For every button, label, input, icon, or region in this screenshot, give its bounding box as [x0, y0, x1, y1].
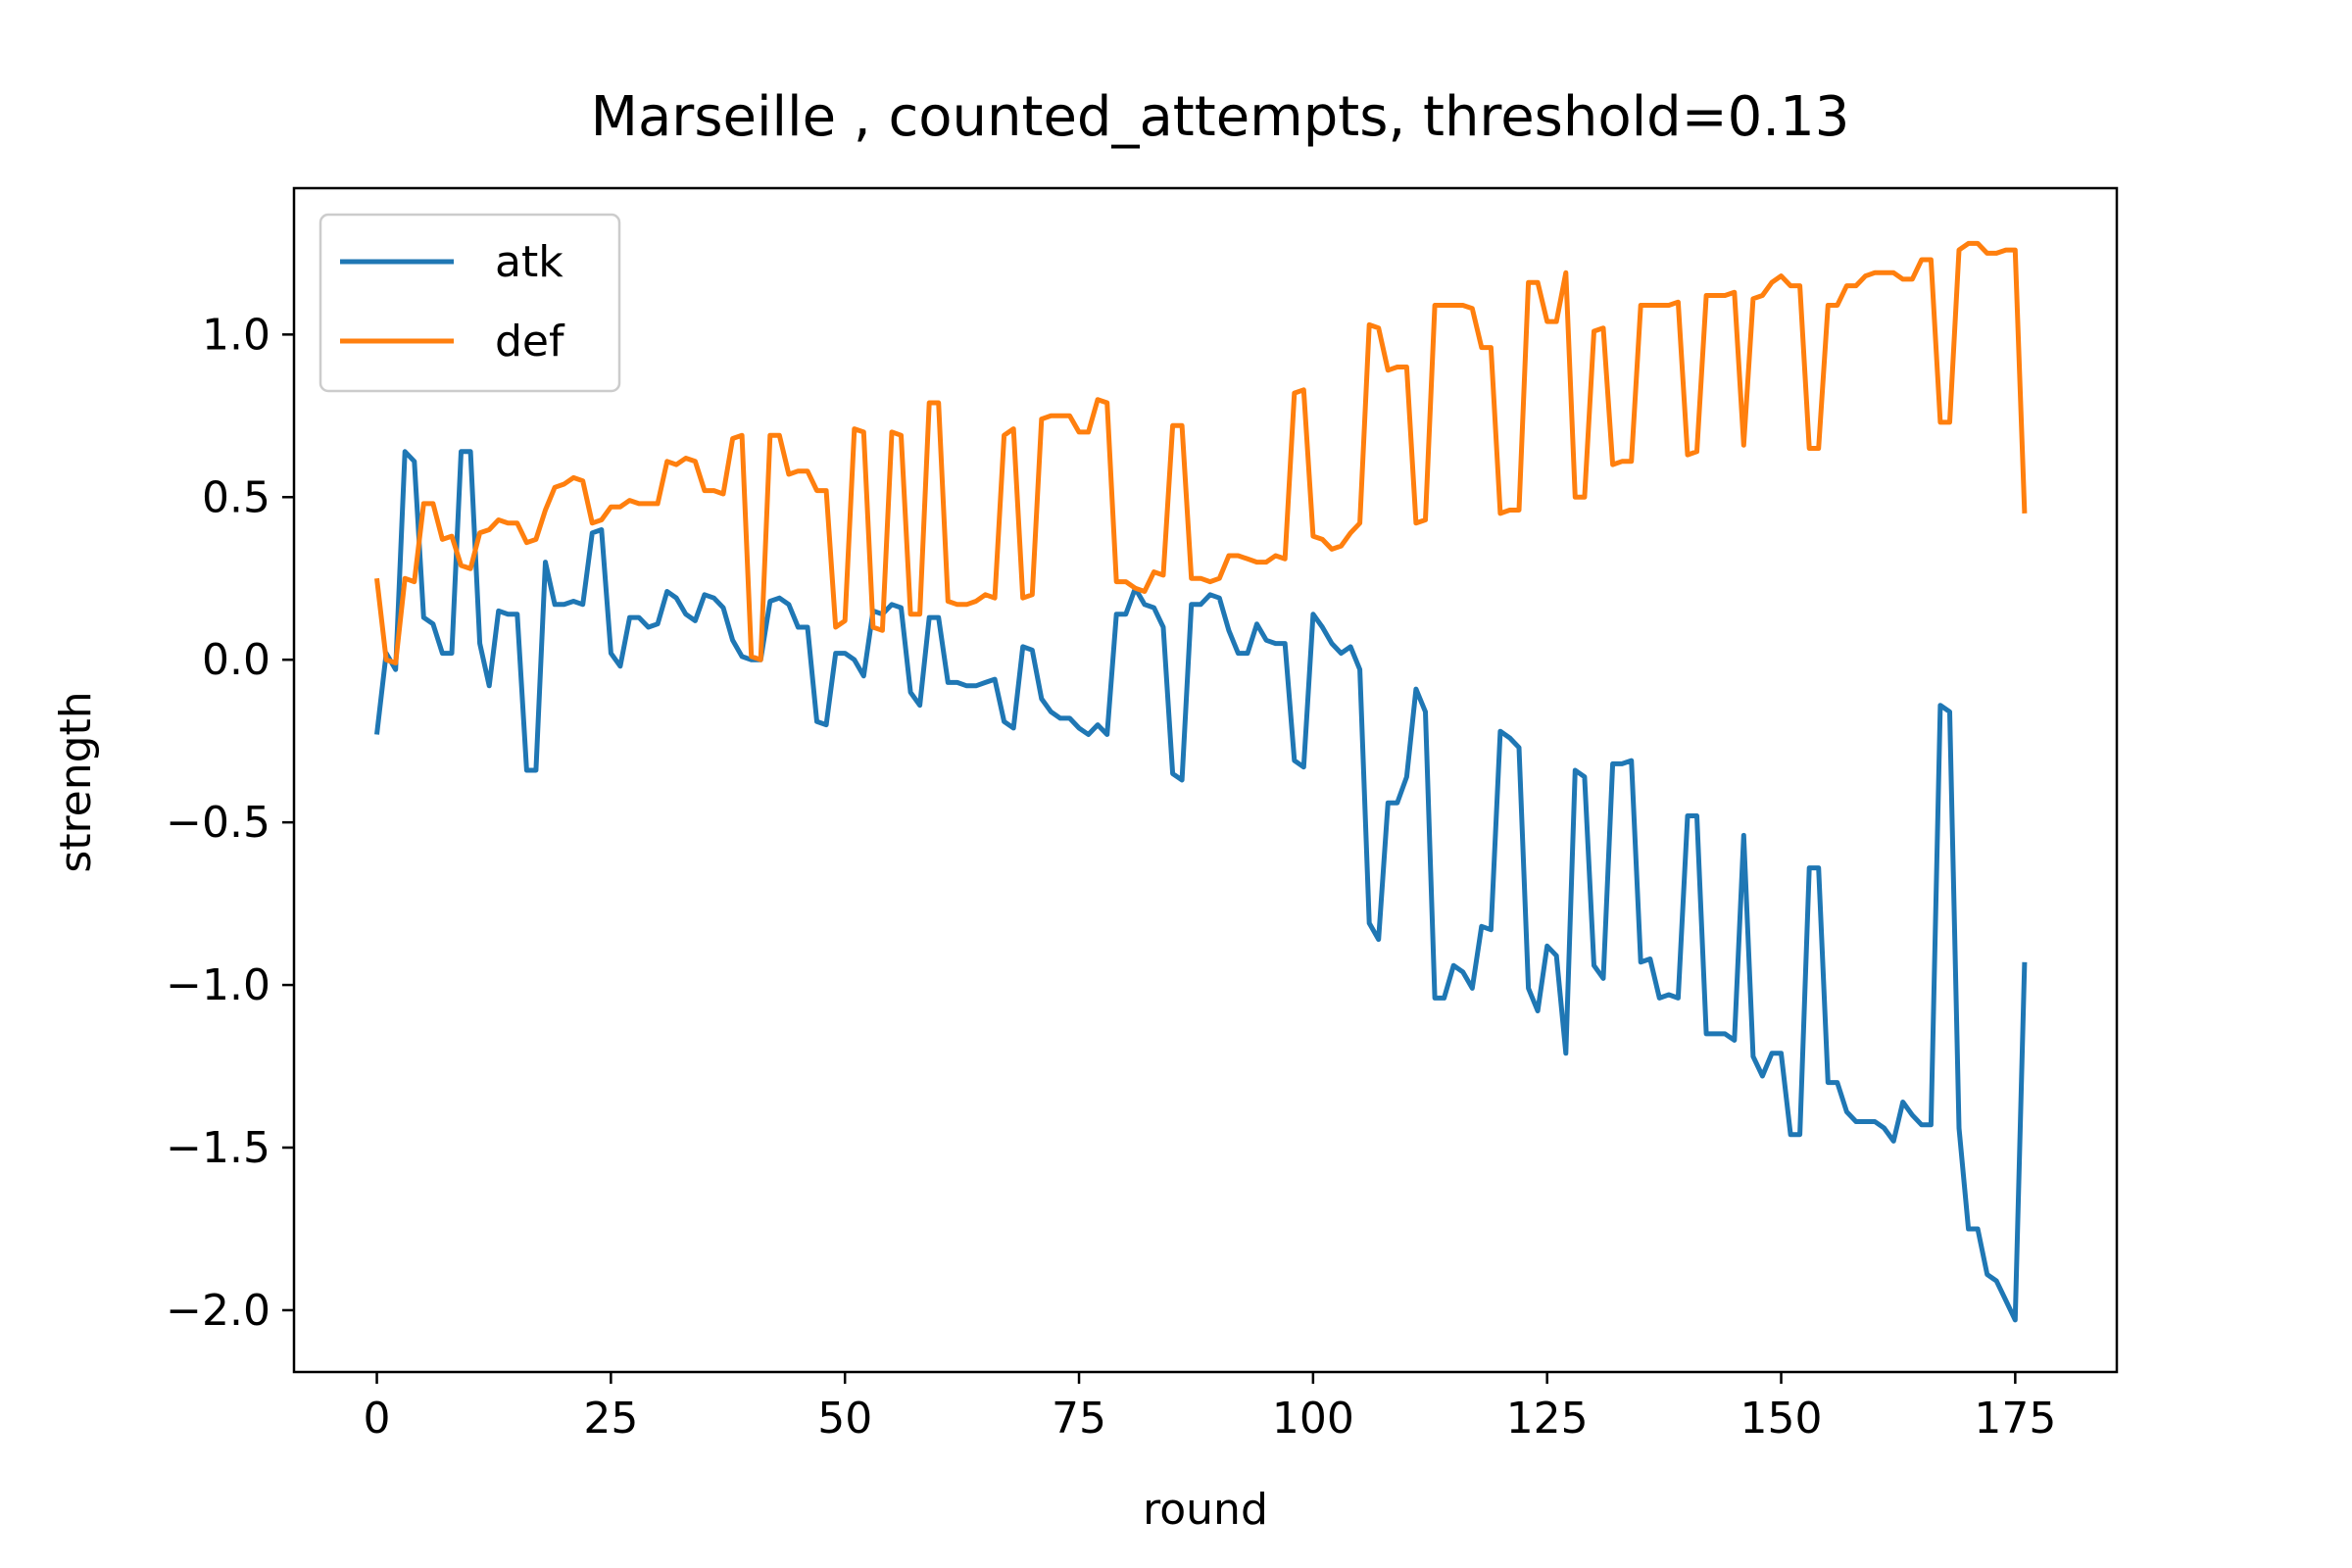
plot-frame	[292, 186, 2119, 1374]
y-axis: −2.0 −1.5 −1.0 −0.5 0.0 0.5 1.0	[166, 310, 294, 1336]
y-tick-label: −1.0	[166, 960, 270, 1010]
series-layer	[374, 240, 2028, 1323]
x-tick-label: 0	[364, 1394, 391, 1444]
x-tick-label: 125	[1506, 1394, 1589, 1444]
legend-box	[318, 213, 621, 393]
x-tick-label: 75	[1052, 1394, 1106, 1444]
y-tick-label: 0.0	[202, 635, 270, 685]
y-tick-label: 1.0	[202, 310, 270, 360]
y-tick-label: −1.5	[166, 1123, 270, 1173]
y-tick-label: −2.0	[166, 1286, 270, 1336]
legend: atk def	[318, 213, 621, 393]
x-axis-label: round	[1143, 1485, 1268, 1535]
y-tick-label: 0.5	[202, 472, 270, 522]
x-tick-label: 100	[1272, 1394, 1354, 1444]
x-axis: 0 25 50 75 100 125 150 175	[364, 1372, 2056, 1444]
y-tick-label: −0.5	[166, 798, 270, 848]
x-tick-label: 175	[1974, 1394, 2056, 1444]
chart-title: Marseille , counted_attempts, threshold=…	[591, 85, 1850, 149]
x-tick-label: 25	[583, 1394, 638, 1444]
y-axis-label: strength	[51, 691, 101, 872]
legend-label-def: def	[495, 317, 565, 367]
series-line-def	[374, 240, 2028, 665]
x-tick-label: 50	[817, 1394, 872, 1444]
legend-label-atk: atk	[495, 237, 564, 287]
series-line-atk	[374, 449, 2028, 1323]
x-tick-label: 150	[1740, 1394, 1823, 1444]
